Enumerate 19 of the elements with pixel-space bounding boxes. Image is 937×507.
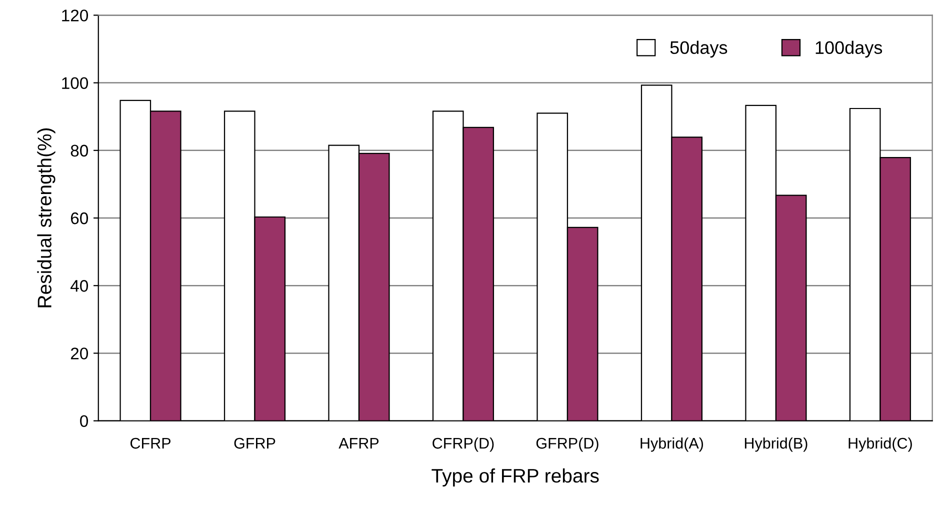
x-tick-label: AFRP: [338, 438, 379, 449]
y-tick-label: 20: [70, 348, 88, 360]
y-axis-title: Residual strength(%): [37, 128, 56, 308]
legend-label: 100days: [816, 40, 882, 58]
y-tick-label: 40: [70, 280, 88, 292]
y-tick-label: 120: [62, 10, 88, 22]
x-axis-title: Type of FRP rebars: [432, 468, 599, 487]
x-tick-label: GFRP(D): [536, 437, 598, 452]
x-tick-label: Hybrid(C): [848, 437, 912, 452]
y-tick-label: 60: [70, 212, 88, 224]
legend-label: 50days: [670, 40, 728, 58]
x-tick-label: CFRP: [130, 438, 170, 449]
x-tick-label: Hybrid(B): [744, 437, 808, 452]
y-tick-label: 0: [80, 415, 88, 428]
x-tick-label: GFRP: [234, 438, 276, 449]
y-tick-label: 100: [62, 77, 88, 90]
x-tick-label: CFRP(D): [432, 437, 494, 452]
y-tick-label: 80: [70, 144, 88, 157]
x-tick-label: Hybrid(A): [640, 437, 704, 452]
